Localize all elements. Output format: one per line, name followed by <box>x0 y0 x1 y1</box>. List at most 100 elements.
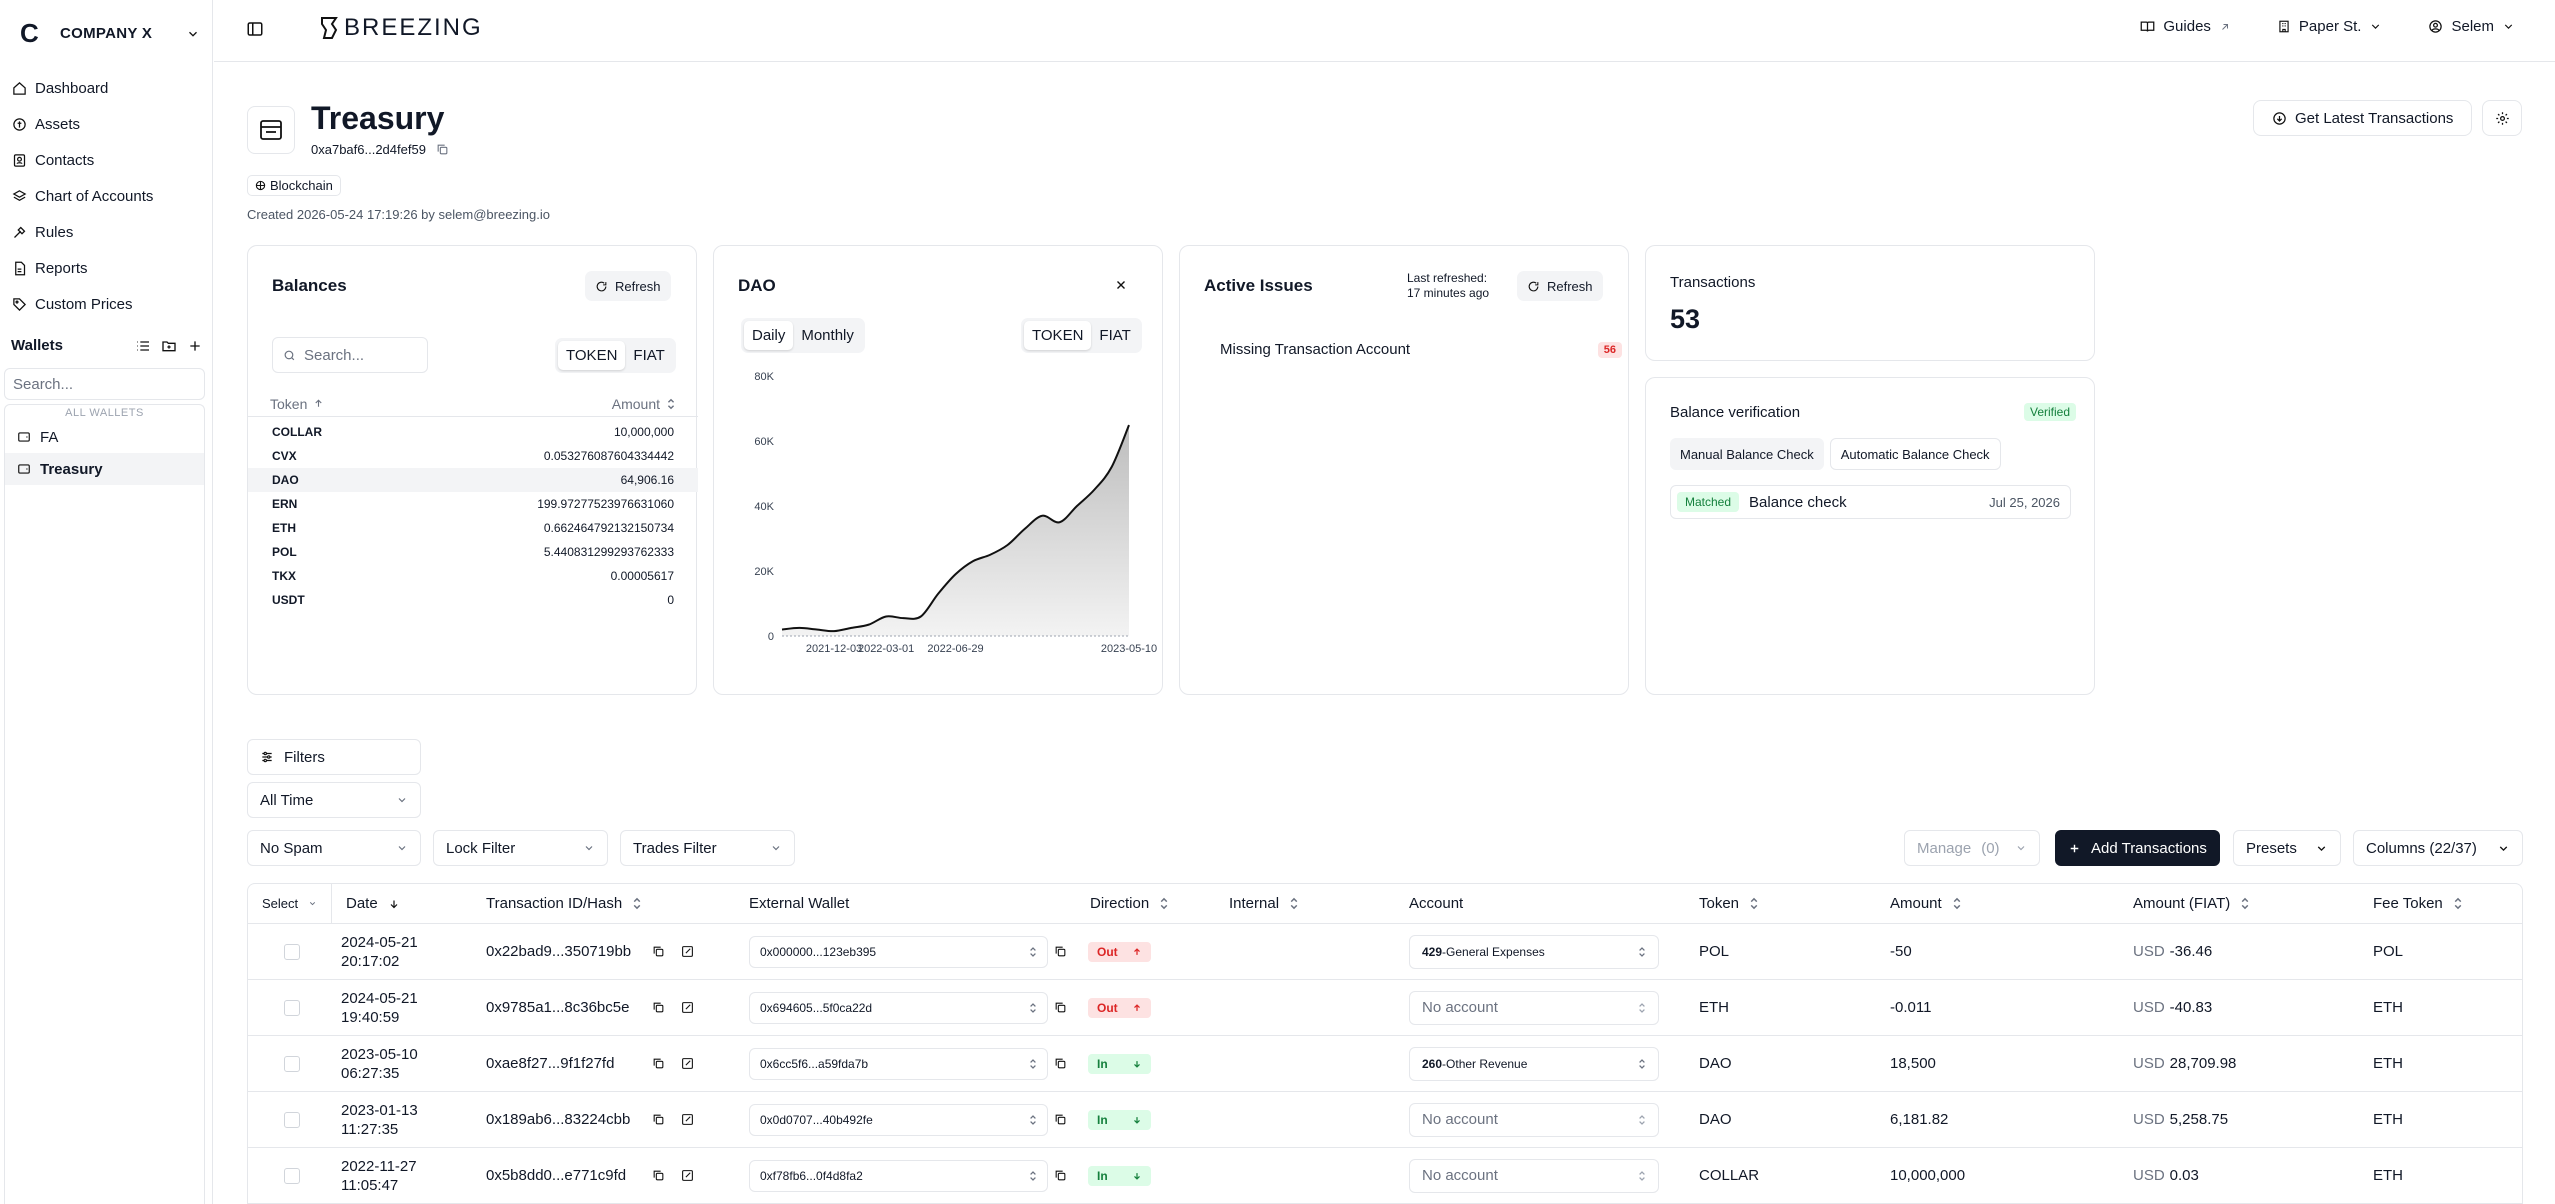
add-transactions-button[interactable]: Add Transactions <box>2055 830 2220 866</box>
toggle-token[interactable]: TOKEN <box>1024 321 1092 350</box>
table-row[interactable]: 2022-11-27 11:05:47 0x5b8dd0...e771c9fd 0… <box>248 1148 2522 1204</box>
edit-icon[interactable] <box>681 1057 694 1070</box>
table-row[interactable]: 2023-01-13 11:27:35 0x189ab6...83224cbb 0… <box>248 1092 2522 1148</box>
toggle-token[interactable]: TOKEN <box>558 341 626 370</box>
user-menu[interactable]: Selem <box>2428 18 2515 35</box>
guides-link[interactable]: Guides <box>2140 18 2231 35</box>
row-checkbox[interactable] <box>284 1055 300 1072</box>
balance-row[interactable]: DAO 64,906.16 <box>248 468 698 492</box>
col-internal[interactable]: Internal <box>1215 884 1395 924</box>
account-select[interactable]: No account <box>1409 990 1659 1025</box>
account-select[interactable]: No account <box>1409 1102 1659 1137</box>
account-select[interactable]: 260-Other Revenue <box>1409 1046 1659 1081</box>
col-hash[interactable]: Transaction ID/Hash <box>472 884 735 924</box>
issues-refresh-button[interactable]: Refresh <box>1517 271 1603 301</box>
filters-button[interactable]: Filters <box>247 739 421 775</box>
col-amount[interactable]: Amount <box>390 396 676 412</box>
brand-logo[interactable]: BREEZING <box>318 14 483 42</box>
external-wallet-select[interactable]: 0x000000...123eb395 <box>749 935 1048 968</box>
col-account[interactable]: Account <box>1395 884 1685 924</box>
edit-icon[interactable] <box>681 1113 694 1126</box>
copy-icon[interactable] <box>652 1057 665 1070</box>
nav-custom-prices[interactable]: Custom Prices <box>0 286 213 322</box>
row-checkbox[interactable] <box>284 943 300 960</box>
wallet-search-input[interactable] <box>4 368 205 400</box>
manage-button[interactable]: Manage (0) <box>1904 830 2040 866</box>
copy-icon[interactable] <box>1054 945 1067 958</box>
balance-row[interactable]: POL 5.440831299293762333 <box>248 540 698 564</box>
edit-icon[interactable] <box>681 945 694 958</box>
add-wallet-icon[interactable] <box>187 338 203 354</box>
get-latest-transactions-button[interactable]: Get Latest Transactions <box>2253 100 2473 136</box>
row-checkbox[interactable] <box>284 1167 300 1184</box>
toggle-monthly[interactable]: Monthly <box>801 327 854 344</box>
nav-dashboard[interactable]: Dashboard <box>0 70 213 106</box>
account-select[interactable]: 429-General Expenses <box>1409 934 1659 969</box>
wallet-item-treasury[interactable]: Treasury <box>5 453 204 485</box>
col-external-wallet[interactable]: External Wallet <box>735 884 1076 924</box>
col-token[interactable]: Token <box>270 396 390 412</box>
tab-manual-balance-check[interactable]: Manual Balance Check <box>1670 438 1824 470</box>
balances-refresh-button[interactable]: Refresh <box>585 271 671 301</box>
balance-row[interactable]: CVX 0.053276087604334442 <box>248 444 698 468</box>
toggle-fiat[interactable]: FIAT <box>1099 327 1131 344</box>
col-date[interactable]: Date <box>332 884 472 924</box>
col-fee-token[interactable]: Fee Token <box>2359 884 2499 924</box>
wallet-item-fa[interactable]: FA <box>5 421 204 453</box>
table-row[interactable]: 2024-05-21 19:40:59 0x9785a1...8c36bc5e 0… <box>248 980 2522 1036</box>
copy-icon[interactable] <box>436 143 449 156</box>
new-folder-icon[interactable] <box>161 338 177 354</box>
table-row[interactable]: 2023-05-10 06:27:35 0xae8f27...9f1f27fd 0… <box>248 1036 2522 1092</box>
nav-assets[interactable]: Assets <box>0 106 213 142</box>
close-icon[interactable] <box>1114 278 1128 292</box>
col-amount[interactable]: Amount <box>1876 884 2119 924</box>
table-row[interactable]: 2024-05-21 20:17:02 0x22bad9...350719bb 0… <box>248 924 2522 980</box>
nav-rules[interactable]: Rules <box>0 214 213 250</box>
copy-icon[interactable] <box>652 1169 665 1182</box>
external-wallet-select[interactable]: 0x694605...5f0ca22d <box>749 991 1048 1024</box>
external-wallet-select[interactable]: 0x6cc5f6...a59fda7b <box>749 1047 1048 1080</box>
copy-icon[interactable] <box>652 1113 665 1126</box>
col-token[interactable]: Token <box>1685 884 1876 924</box>
balance-row[interactable]: COLLAR 10,000,000 <box>248 420 698 444</box>
columns-button[interactable]: Columns (22/37) <box>2353 830 2523 866</box>
nav-chart-of-accounts[interactable]: Chart of Accounts <box>0 178 213 214</box>
time-range-select[interactable]: All Time <box>247 782 421 818</box>
copy-icon[interactable] <box>1054 1057 1067 1070</box>
spam-filter-select[interactable]: No Spam <box>247 830 421 866</box>
copy-icon[interactable] <box>1054 1001 1067 1014</box>
copy-icon[interactable] <box>1054 1169 1067 1182</box>
presets-button[interactable]: Presets <box>2233 830 2341 866</box>
nav-reports[interactable]: Reports <box>0 250 213 286</box>
issue-item[interactable]: Missing Transaction Account 56 <box>1220 341 1622 358</box>
toggle-fiat[interactable]: FIAT <box>633 347 665 364</box>
sidebar-toggle-icon[interactable] <box>246 20 264 38</box>
edit-icon[interactable] <box>681 1169 694 1182</box>
toggle-daily[interactable]: Daily <box>744 321 794 350</box>
trades-filter-select[interactable]: Trades Filter <box>620 830 795 866</box>
edit-icon[interactable] <box>681 1001 694 1014</box>
lock-filter-select[interactable]: Lock Filter <box>433 830 608 866</box>
tab-automatic-balance-check[interactable]: Automatic Balance Check <box>1829 438 2001 470</box>
copy-icon[interactable] <box>1054 1113 1067 1126</box>
location-switcher[interactable]: Paper St. <box>2277 18 2383 35</box>
balance-row[interactable]: TKX 0.00005617 <box>248 564 698 588</box>
balance-row[interactable]: ETH 0.662464792132150734 <box>248 516 698 540</box>
external-wallet-select[interactable]: 0x0d0707...40b492fe <box>749 1103 1048 1136</box>
nav-contacts[interactable]: Contacts <box>0 142 213 178</box>
col-select[interactable]: Select <box>248 884 332 924</box>
account-select[interactable]: No account <box>1409 1158 1659 1193</box>
external-wallet-select[interactable]: 0xf78fb6...0f4d8fa2 <box>749 1159 1048 1192</box>
col-amount-fiat[interactable]: Amount (FIAT) <box>2119 884 2359 924</box>
balance-row[interactable]: ERN 199.97277523976631060 <box>248 492 698 516</box>
copy-icon[interactable] <box>652 945 665 958</box>
list-view-icon[interactable] <box>135 338 151 354</box>
copy-icon[interactable] <box>652 1001 665 1014</box>
balances-search-input[interactable]: Search... <box>272 337 428 373</box>
company-switcher[interactable]: C COMPANY X <box>20 18 200 49</box>
balance-row[interactable]: USDT 0 <box>248 588 698 612</box>
wallet-settings-button[interactable] <box>2482 100 2522 136</box>
row-checkbox[interactable] <box>284 1111 300 1128</box>
balance-check-item[interactable]: Matched Balance check Jul 25, 2026 <box>1670 485 2071 519</box>
row-checkbox[interactable] <box>284 999 300 1016</box>
